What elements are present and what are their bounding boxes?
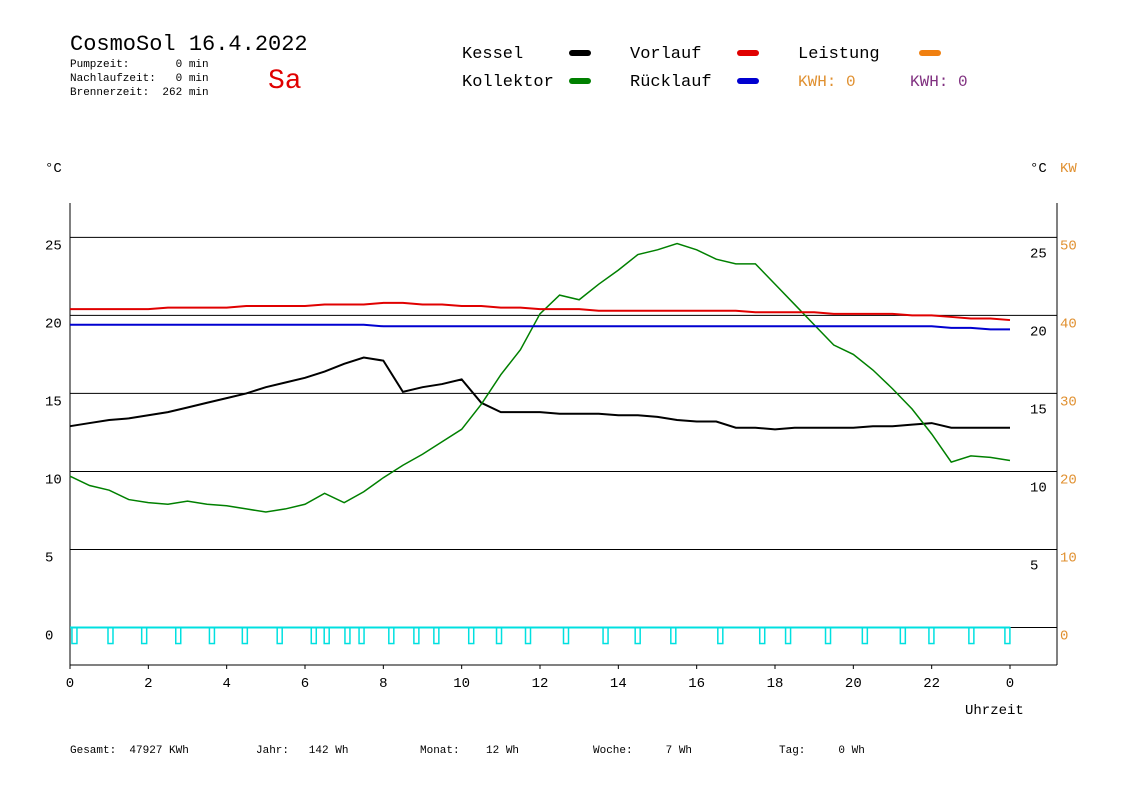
footer: Monat: 12 Wh (420, 745, 519, 757)
x-tick-label: 14 (610, 676, 627, 692)
y-tick-label: 5 (45, 551, 53, 567)
pump-pulse (758, 626, 766, 645)
legend-label: Kollektor (462, 73, 554, 92)
footer: Jahr: 142 Wh (256, 745, 348, 757)
footer: Tag: 0 Wh (779, 745, 865, 757)
y2-tick-label: 30 (1060, 394, 1077, 410)
footer: Gesamt: 47927 KWh (70, 745, 189, 757)
y-tick-label: 25 (45, 238, 62, 254)
x-tick-label: 0 (1006, 676, 1014, 692)
pump-pulse (433, 626, 440, 645)
info: Brennerzeit: 262 min (70, 87, 209, 99)
footer: Woche: 7 Wh (593, 745, 692, 757)
pump-pulse (107, 626, 114, 645)
x-tick-label: 2 (144, 676, 152, 692)
y2-tick-label: 10 (1060, 551, 1077, 567)
x-tick-label: 12 (532, 676, 549, 692)
pump-pulse (323, 626, 330, 645)
x-tick-label: 0 (66, 676, 74, 692)
x-tick-label: 4 (222, 676, 230, 692)
pump-pulse (276, 626, 283, 645)
pump-pulse (717, 626, 724, 645)
pump-pulse (344, 626, 351, 645)
series-line (70, 323, 1010, 331)
pump-pulse (413, 626, 420, 645)
pump-pulse (928, 626, 935, 645)
y-right-tick-label: 25 (1030, 246, 1047, 262)
pump-pulse (670, 626, 677, 645)
x-tick-label: 10 (453, 676, 470, 692)
y2-label: KW (1060, 161, 1077, 177)
pump-pulse (634, 626, 641, 645)
pump-pulse (495, 626, 503, 645)
y2-tick-label: 20 (1060, 472, 1077, 488)
x-tick-label: 18 (767, 676, 784, 692)
title: CosmoSol 16.4.2022 (70, 32, 308, 57)
pump-pulse (524, 626, 532, 645)
legend-label: Vorlauf (630, 45, 701, 64)
x-tick-label: 16 (688, 676, 705, 692)
series-line (69, 242, 1011, 513)
legend-label: Leistung (798, 45, 880, 64)
day: Sa (268, 66, 302, 97)
pump-pulse (467, 626, 475, 645)
series-line (70, 301, 1011, 322)
y2-tick-label: 40 (1060, 316, 1077, 332)
pump-pulse (968, 626, 975, 645)
x-tick-label: 20 (845, 676, 862, 692)
pump-pulse (310, 626, 318, 645)
pump-pulse (71, 626, 78, 645)
pump-pulse (899, 626, 907, 645)
pump-pulse (175, 626, 182, 645)
pump-pulse (208, 626, 216, 645)
legend-label: Rücklauf (630, 73, 712, 92)
pump-pulse (562, 626, 570, 645)
y-tick-label: 10 (45, 472, 62, 488)
x-tick-label: 6 (301, 676, 309, 692)
y-label: °C (45, 161, 62, 177)
kwh: KWH: 0 (910, 73, 968, 91)
y-tick-label: 15 (45, 394, 62, 410)
y2-label-unit: °C (1030, 161, 1047, 177)
y-right-tick-label: 5 (1030, 559, 1038, 575)
y2-tick-label: 50 (1060, 238, 1077, 254)
pump-pulse (140, 626, 148, 645)
info: Nachlaufzeit: 0 min (70, 73, 209, 85)
pump-pulse (241, 626, 249, 645)
legend-label: Kessel (462, 45, 523, 64)
series-line (69, 356, 1010, 431)
x-tick-label: 8 (379, 676, 387, 692)
kwh: KWH: 0 (798, 73, 856, 91)
pump-pulse (784, 626, 792, 645)
pump-pulse (824, 626, 832, 645)
pump-pulse (358, 626, 365, 645)
y-tick-label: 0 (45, 629, 53, 645)
y-tick-label: 20 (45, 316, 62, 332)
pump-pulse (388, 626, 395, 645)
pump-pulse (861, 626, 869, 645)
pump-pulse (602, 626, 609, 645)
y-right-tick-label: 10 (1030, 480, 1047, 496)
pump-pulse (1004, 626, 1011, 645)
info: Pumpzeit: 0 min (70, 59, 209, 71)
y-right-tick-label: 15 (1030, 402, 1047, 418)
x-label: Uhrzeit (965, 703, 1024, 719)
x-tick-label: 22 (923, 676, 940, 692)
y2-tick-label: 0 (1060, 629, 1068, 645)
y-right-tick-label: 20 (1030, 324, 1047, 340)
